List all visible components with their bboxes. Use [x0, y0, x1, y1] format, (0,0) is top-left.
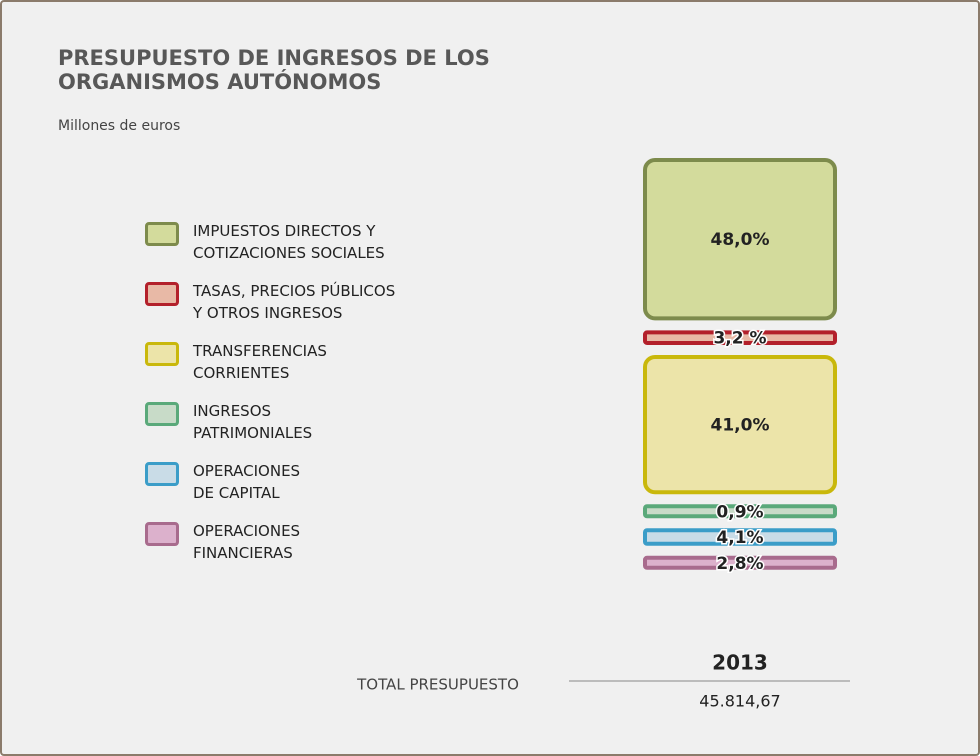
bar-segment — [643, 528, 837, 546]
legend-swatch — [145, 222, 179, 246]
data-label: 2,8% — [716, 554, 763, 574]
legend-swatch — [145, 462, 179, 486]
legend-item: INGRESOS PATRIMONIALES — [145, 400, 312, 444]
legend-item: OPERACIONES DE CAPITAL — [145, 460, 300, 504]
total-value: 45.814,67 — [699, 692, 780, 711]
chart-title: PRESUPUESTO DE INGRESOS DE LOS ORGANISMO… — [58, 46, 490, 94]
chart-subtitle: Millones de euros — [58, 118, 181, 134]
legend-label: IMPUESTOS DIRECTOS Y COTIZACIONES SOCIAL… — [193, 222, 385, 262]
legend-label: OPERACIONES DE CAPITAL — [193, 462, 301, 502]
legend-item: TRANSFERENCIAS CORRIENTES — [145, 340, 327, 384]
bar-segment — [643, 158, 837, 321]
data-label: 0,9% — [716, 502, 763, 522]
bar-segment — [643, 504, 837, 519]
legend-label: TASAS, PRECIOS PÚBLICOS Y OTROS INGRESOS — [193, 282, 396, 322]
legend-label: TRANSFERENCIAS CORRIENTES — [193, 342, 327, 382]
legend-swatch — [145, 522, 179, 546]
data-label: 4,1% — [716, 528, 763, 548]
legend-swatch — [145, 402, 179, 426]
legend-item: OPERACIONES FINANCIERAS — [145, 520, 300, 564]
legend-label: INGRESOS PATRIMONIALES — [193, 402, 313, 442]
legend-label: OPERACIONES FINANCIERAS — [193, 522, 301, 562]
bar-segment — [643, 354, 837, 495]
bar-segment — [643, 330, 837, 345]
data-label: 3,2 % — [713, 329, 766, 349]
legend-swatch — [145, 342, 179, 366]
bar-segment — [643, 555, 837, 570]
legend-item: TASAS, PRECIOS PÚBLICOS Y OTROS INGRESOS — [145, 280, 395, 324]
legend-swatch — [145, 282, 179, 306]
total-label: TOTAL PRESUPUESTO — [356, 676, 519, 694]
data-label: 41,0% — [711, 416, 770, 436]
legend-item: IMPUESTOS DIRECTOS Y COTIZACIONES SOCIAL… — [145, 220, 385, 264]
x-tick-label: 2013 — [712, 651, 768, 675]
data-label: 48,0% — [711, 230, 770, 250]
